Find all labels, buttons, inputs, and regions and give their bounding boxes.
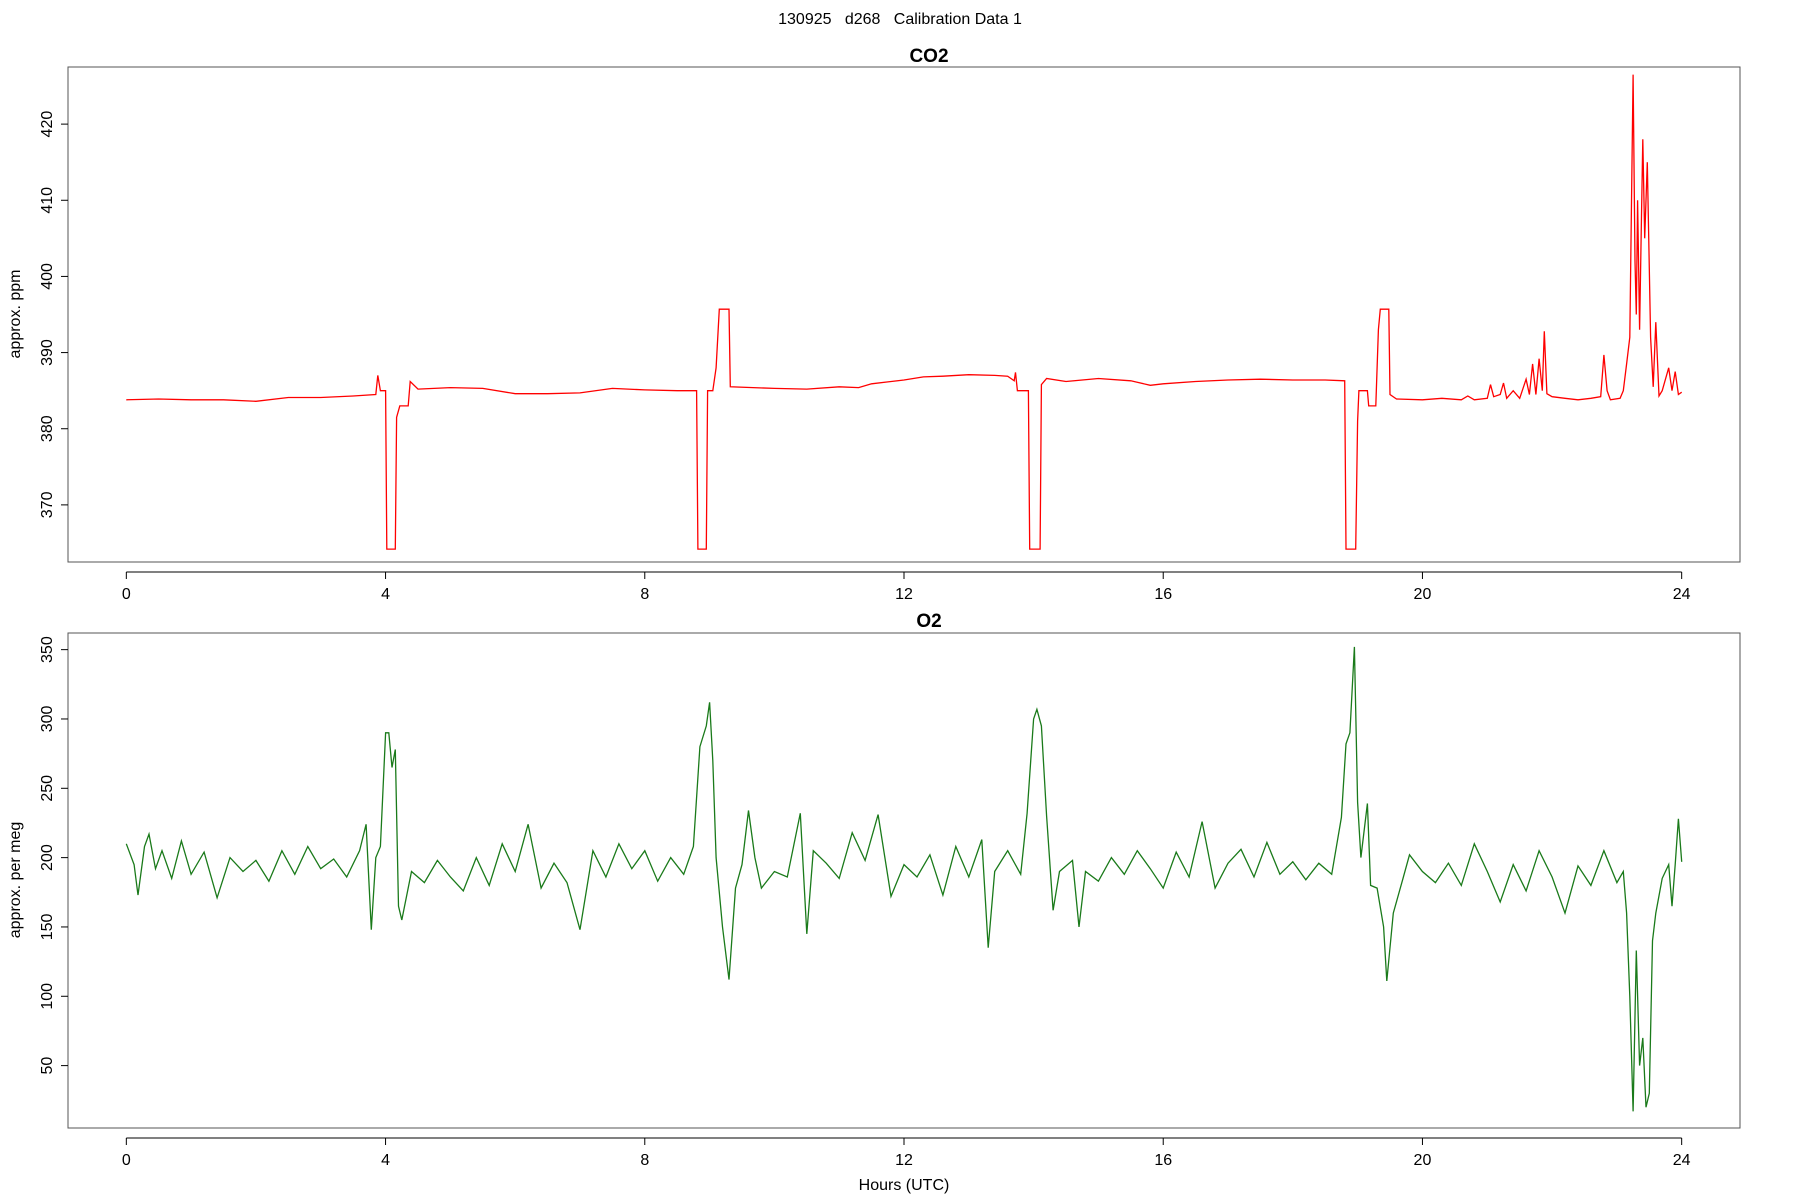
co2-y-axis-label: approx. ppm [7,270,24,359]
co2-y-tick-label: 400 [39,263,56,290]
o2-x-tick-label: 0 [122,1152,131,1169]
o2-y-tick-label: 350 [39,636,56,663]
co2-x-tick-label: 0 [122,586,131,603]
o2-chart-title: O2 [916,611,941,632]
co2-y-tick-label: 420 [39,111,56,138]
co2-plot-frame [67,66,1741,563]
o2-x-tick-label: 8 [640,1152,649,1169]
co2-panel: CO2 approx. ppm 0 4 8 12 16 20 24 370 380 390 400 4… [7,46,1741,603]
co2-y-tick-label: 390 [39,339,56,366]
o2-y-tick-label: 50 [39,1057,56,1075]
o2-x-axis-label: Hours (UTC) [859,1177,950,1194]
o2-panel: O2 approx. per meg Hours (UTC) 0 4 8 12 16 20… [7,611,1741,1194]
o2-x-tick-label: 12 [895,1152,913,1169]
co2-ticks: 0 4 8 12 16 20 24 370 380 390 400 410 420 [39,111,1691,603]
o2-y-tick-label: 300 [39,706,56,733]
o2-plot-frame [67,632,1741,1129]
co2-series-line [126,74,1683,550]
co2-chart-title: CO2 [909,46,948,67]
o2-x-tick-label: 24 [1673,1152,1691,1169]
o2-ticks: 0 4 8 12 16 20 24 50 100 150 200 250 300 350 [39,636,1691,1169]
co2-x-tick-label: 16 [1154,586,1172,603]
co2-x-tick-label: 4 [381,586,390,603]
o2-y-tick-label: 150 [39,914,56,941]
co2-x-tick-label: 8 [640,586,649,603]
o2-y-tick-label: 200 [39,844,56,871]
o2-series-line [125,646,1683,1112]
co2-x-tick-label: 12 [895,586,913,603]
co2-y-tick-label: 380 [39,415,56,442]
o2-x-tick-label: 16 [1154,1152,1172,1169]
o2-x-tick-label: 4 [381,1152,390,1169]
page-title: 130925 d268 Calibration Data 1 [778,11,1022,28]
co2-y-tick-label: 370 [39,491,56,518]
o2-x-tick-label: 20 [1414,1152,1432,1169]
o2-y-axis-label: approx. per meg [7,822,24,939]
co2-x-tick-label: 20 [1414,586,1432,603]
co2-x-tick-label: 24 [1673,586,1691,603]
co2-y-tick-label: 410 [39,187,56,214]
o2-y-tick-label: 100 [39,983,56,1010]
o2-y-tick-label: 250 [39,775,56,802]
